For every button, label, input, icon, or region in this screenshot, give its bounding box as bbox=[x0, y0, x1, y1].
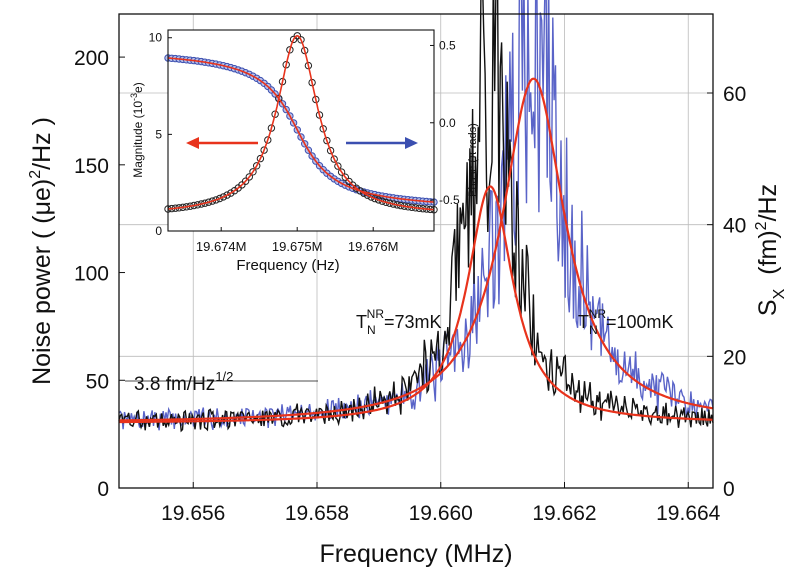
magnitude-point bbox=[297, 36, 305, 44]
main-plot-frame bbox=[118, 13, 714, 489]
magnitude-point bbox=[330, 155, 338, 163]
inset-plot-frame bbox=[167, 29, 435, 232]
inset-y-tick-label: 5 bbox=[155, 127, 162, 141]
magnitude-point bbox=[319, 125, 327, 133]
inset-y-tick-label: 10 bbox=[149, 31, 163, 45]
magnitude-point bbox=[238, 181, 246, 189]
magnitude-point bbox=[267, 124, 276, 132]
main-x-ticks: 19.656 19.658 19.660 19.662 19.664 bbox=[161, 482, 721, 525]
magnitude-point bbox=[208, 197, 217, 205]
magnitude-point bbox=[363, 191, 372, 199]
right-axis-arrow bbox=[346, 137, 418, 149]
main-y-ticks: 0 50 100 150 200 bbox=[74, 47, 125, 501]
magnitude-point bbox=[245, 173, 254, 181]
y-tick-label: 150 bbox=[74, 155, 109, 178]
magnitude-point bbox=[374, 196, 383, 204]
phase-fit-curve bbox=[167, 57, 435, 203]
magnitude-point bbox=[323, 136, 331, 145]
magnitude-point bbox=[249, 168, 257, 176]
inset-y-right-tick-label: 0.5 bbox=[439, 38, 456, 52]
main-x-axis-label: Frequency (MHz) bbox=[319, 540, 512, 568]
y-tick-label: 50 bbox=[86, 370, 109, 393]
magnitude-point bbox=[219, 193, 228, 201]
inset-y-right-tick-label: 0.0 bbox=[439, 116, 456, 130]
y-right-tick-label: 40 bbox=[723, 215, 746, 238]
magnitude-point bbox=[204, 198, 213, 206]
main-y-axis-label: Noise power ( (μe)2/Hz ) bbox=[27, 117, 56, 385]
y-tick-label: 200 bbox=[74, 47, 109, 70]
x-tick-label: 19.656 bbox=[161, 502, 225, 525]
inset-x-tick-label: 19.674M bbox=[196, 239, 247, 254]
inset-y-right-ticks: -0.5 0.0 0.5 bbox=[430, 38, 460, 207]
inset-y-right-axis-label: Phase (π rads) bbox=[467, 123, 479, 197]
magnitude-point bbox=[326, 146, 335, 155]
inset-y-axis-label: Magnitude (10-3e) bbox=[129, 82, 145, 177]
main-traces bbox=[118, 0, 714, 433]
inset-x-tick-label: 19.675M bbox=[272, 239, 323, 254]
magnitude-point bbox=[345, 177, 353, 186]
y-right-tick-label: 60 bbox=[723, 83, 746, 106]
inset-x-ticks: 19.674M 19.675M 19.676M bbox=[196, 227, 399, 254]
fit-curve-100mk bbox=[119, 77, 714, 422]
temperature-annotation-100mk: TNNR=100mK bbox=[578, 307, 674, 337]
magnitude-point bbox=[253, 162, 261, 170]
magnitude-point bbox=[241, 177, 250, 185]
inset-y-ticks: 0 5 10 bbox=[149, 31, 172, 238]
magnitude-point bbox=[334, 162, 342, 170]
x-tick-label: 19.664 bbox=[656, 502, 721, 525]
inset-x-axis-label: Frequency (Hz) bbox=[236, 257, 339, 274]
magnitude-point bbox=[260, 146, 268, 154]
y-right-tick-label: 0 bbox=[723, 478, 735, 501]
x-tick-label: 19.660 bbox=[409, 502, 473, 525]
magnitude-point bbox=[341, 173, 349, 181]
magnitude-point bbox=[356, 187, 364, 195]
magnitude-point bbox=[337, 168, 346, 176]
inset-content bbox=[164, 32, 438, 214]
main-y-right-axis-label: SX(fm)2/Hz bbox=[753, 184, 788, 316]
magnitude-point bbox=[378, 197, 386, 205]
noise-floor-annotation: 3.8 fm/Hz1/2 bbox=[134, 369, 233, 395]
left-axis-arrow bbox=[186, 137, 258, 149]
y-tick-label: 0 bbox=[97, 478, 109, 501]
magnitude-point bbox=[264, 136, 272, 144]
inset-y-tick-label: 0 bbox=[155, 224, 162, 238]
magnitude-point bbox=[293, 32, 301, 40]
magnitude-point bbox=[223, 191, 231, 199]
magnitude-point bbox=[216, 194, 224, 203]
magnitude-point bbox=[256, 154, 265, 163]
magnitude-point bbox=[212, 196, 220, 204]
magnitude-fit-curve bbox=[167, 34, 435, 211]
y-right-tick-label: 20 bbox=[723, 346, 746, 369]
temperature-annotation-73mk: TNNR=73mK bbox=[356, 307, 442, 337]
main-y-right-ticks: 0 20 40 60 bbox=[707, 83, 746, 501]
inset-x-tick-label: 19.676M bbox=[348, 239, 399, 254]
magnitude-point bbox=[227, 189, 235, 197]
fit-curve-73mk bbox=[119, 185, 713, 424]
x-tick-label: 19.658 bbox=[285, 502, 349, 525]
y-tick-label: 100 bbox=[74, 263, 109, 286]
inset-y-right-tick-label: -0.5 bbox=[439, 193, 460, 207]
x-tick-label: 19.662 bbox=[532, 502, 596, 525]
